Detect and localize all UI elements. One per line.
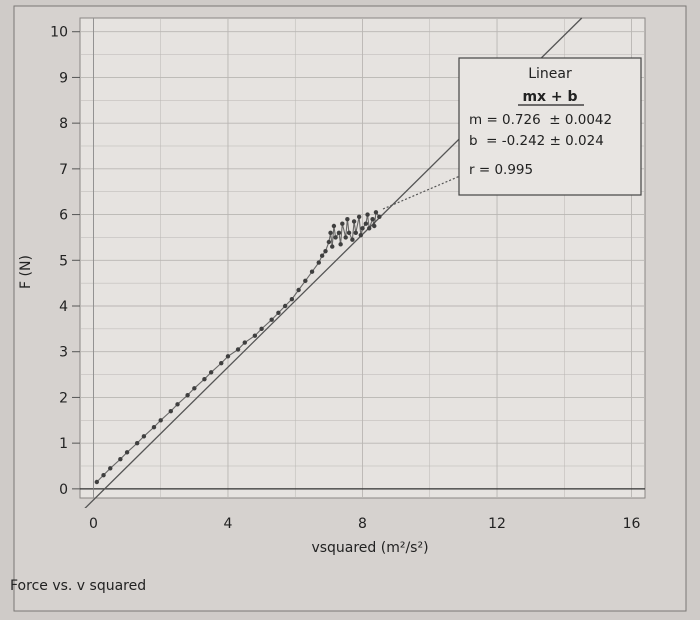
data-point — [365, 212, 370, 217]
y-tick-label: 5 — [59, 253, 68, 269]
data-point — [151, 424, 157, 430]
data-point — [259, 326, 264, 332]
fit-box-leader-line — [382, 175, 461, 210]
fit-equation: mx + b — [522, 89, 577, 105]
y-tick-label: 8 — [59, 116, 68, 132]
y-tick-label: 0 — [59, 482, 68, 498]
data-point — [358, 232, 364, 238]
fit-intercept-text: b = -0.242 ± 0.024 — [469, 133, 604, 149]
data-point — [367, 226, 372, 231]
data-point — [373, 210, 379, 215]
data-point — [118, 456, 123, 462]
data-point — [175, 402, 180, 407]
data-point — [289, 296, 295, 302]
x-tick-label: 12 — [488, 516, 506, 532]
data-point — [296, 287, 301, 293]
data-point — [363, 221, 369, 226]
fit-label: Linear — [528, 66, 572, 82]
fit-correlation-text: r = 0.995 — [469, 162, 533, 178]
data-point — [276, 310, 281, 316]
data-point — [333, 235, 338, 240]
data-point — [124, 450, 130, 455]
data-point — [219, 360, 224, 366]
data-point — [372, 223, 377, 229]
figure-caption: Force vs. v squared — [10, 578, 146, 594]
data-point — [356, 214, 362, 220]
x-tick-label: 16 — [623, 516, 641, 532]
data-point — [319, 253, 325, 258]
data-points — [94, 210, 382, 485]
y-tick-label: 6 — [59, 208, 68, 224]
data-point — [202, 376, 207, 382]
x-tick-label: 4 — [224, 516, 233, 532]
y-tick-label: 7 — [59, 162, 68, 178]
data-point — [346, 230, 352, 236]
y-tick-label: 9 — [59, 70, 68, 86]
data-point — [350, 237, 355, 242]
y-axis-label: F (N) — [18, 255, 34, 289]
data-point — [340, 221, 345, 226]
data-point — [360, 226, 365, 231]
data-point — [316, 260, 321, 265]
data-point — [101, 472, 106, 478]
y-tick-label: 1 — [59, 436, 68, 452]
data-point — [208, 370, 214, 375]
data-point — [185, 392, 190, 398]
data-point — [303, 278, 308, 284]
data-point — [328, 230, 333, 236]
data-point — [330, 244, 335, 249]
data-point — [141, 434, 147, 439]
data-point — [269, 317, 274, 322]
fit-slope-text: m = 0.726 ± 0.0042 — [469, 112, 612, 128]
y-tick-label: 3 — [59, 345, 68, 361]
zero-axis-lines — [80, 18, 645, 498]
data-point — [158, 418, 163, 423]
data-point — [351, 219, 357, 224]
data-point — [225, 354, 231, 359]
data-point — [168, 408, 174, 414]
x-tick-label: 0 — [89, 516, 98, 532]
y-tick-label: 4 — [59, 299, 68, 315]
data-point — [370, 216, 375, 222]
data-point — [353, 230, 358, 236]
data-point — [192, 386, 197, 391]
data-point — [345, 216, 350, 222]
data-point — [338, 242, 343, 247]
data-point — [242, 340, 247, 345]
data-point — [343, 235, 348, 240]
data-point — [323, 248, 328, 254]
data-point — [252, 333, 258, 338]
data-point — [326, 239, 332, 245]
y-tick-label: 10 — [50, 25, 68, 41]
data-point — [134, 440, 140, 446]
data-point — [282, 303, 288, 309]
fit-info-box — [458, 57, 642, 196]
x-tick-label: 8 — [358, 516, 367, 532]
data-point — [331, 223, 337, 229]
data-point — [309, 269, 315, 274]
data-point — [336, 230, 342, 236]
data-point — [94, 479, 100, 485]
data-point — [377, 214, 382, 220]
data-point — [235, 347, 241, 352]
data-point — [108, 466, 113, 471]
x-axis-label: vsquared (m²/s²) — [311, 540, 428, 556]
y-tick-label: 2 — [59, 390, 68, 406]
